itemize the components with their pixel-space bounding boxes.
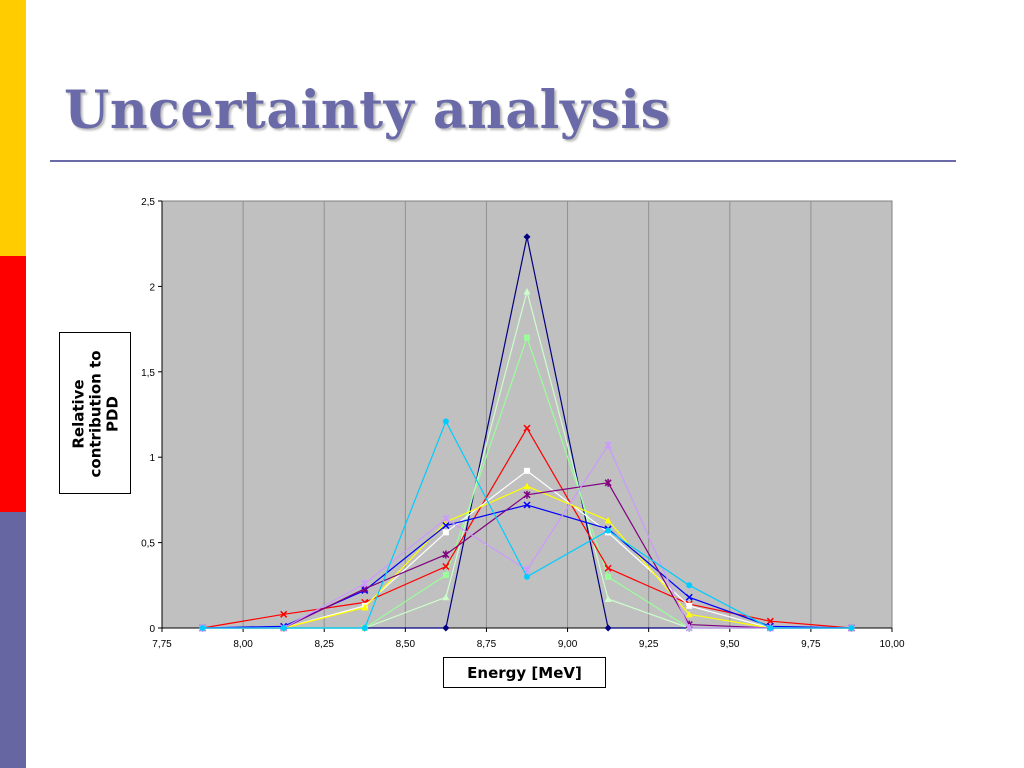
y-axis-label-box: Relative contribution to PDD xyxy=(59,332,131,494)
data-point xyxy=(604,516,612,524)
x-tick-label: 10,00 xyxy=(879,639,904,650)
y-tick-label: 0,5 xyxy=(141,539,155,550)
slide-title: Uncertainty analysis xyxy=(64,80,671,141)
data-point xyxy=(848,625,855,631)
y-tick-label: 1 xyxy=(149,453,155,464)
data-point xyxy=(199,625,206,631)
data-point xyxy=(442,562,450,571)
plot-area xyxy=(161,200,893,629)
data-point xyxy=(442,514,450,523)
data-point xyxy=(604,564,612,572)
data-point xyxy=(361,625,368,631)
data-point xyxy=(442,624,450,632)
data-point xyxy=(524,467,530,474)
x-tick-label: 8,75 xyxy=(477,639,497,650)
data-point xyxy=(685,624,693,632)
data-point xyxy=(604,441,612,450)
data-point xyxy=(685,593,693,601)
series-group xyxy=(199,233,855,632)
data-point xyxy=(523,482,531,490)
data-point xyxy=(442,593,450,601)
x-tick-label: 9,00 xyxy=(558,639,578,650)
grid-lines xyxy=(242,201,812,628)
data-point xyxy=(361,579,369,588)
data-point xyxy=(523,288,531,295)
data-point xyxy=(280,625,287,631)
sidebar-stripe-red xyxy=(0,256,26,512)
data-point xyxy=(442,521,450,530)
y-tick-label: 1,5 xyxy=(141,368,155,379)
y-tick-label: 2 xyxy=(149,282,155,293)
y-tick-label: 2,5 xyxy=(141,197,155,208)
data-point xyxy=(523,501,531,509)
data-point xyxy=(442,418,449,425)
data-point xyxy=(442,550,450,559)
data-point xyxy=(524,573,530,580)
data-point xyxy=(523,233,531,241)
x-axis-label: Energy [MeV] xyxy=(467,663,582,682)
x-tick-label: 9,75 xyxy=(801,639,821,650)
data-point xyxy=(523,424,531,432)
data-point xyxy=(361,604,369,611)
data-point xyxy=(280,610,288,618)
title-underline xyxy=(50,160,956,162)
y-tick-label: 0 xyxy=(149,624,155,635)
data-point xyxy=(686,602,693,609)
data-point xyxy=(442,529,449,536)
y-axis-label: Relative contribution to PDD xyxy=(69,350,122,478)
x-tick-label: 7,75 xyxy=(152,639,172,650)
x-tick-label: 8,00 xyxy=(233,639,253,650)
sidebar-stripe-yellow xyxy=(0,0,26,256)
x-tick-label: 9,25 xyxy=(639,639,659,650)
series-10 xyxy=(199,418,855,631)
data-point xyxy=(604,478,612,487)
x-axis-label-box: Energy [MeV] xyxy=(443,657,606,688)
data-point xyxy=(442,572,449,579)
data-point xyxy=(686,582,693,589)
x-tick-label: 8,25 xyxy=(314,639,334,650)
data-point xyxy=(766,617,774,625)
axes: 7,75 8,00 8,25 8,50 8,75 9,00 9,25 9,50 9,75 10,0… xyxy=(141,197,905,650)
x-tick-label: 8,50 xyxy=(396,639,416,650)
data-point xyxy=(604,595,612,602)
data-point xyxy=(605,527,612,534)
data-point xyxy=(604,624,612,632)
data-point xyxy=(523,490,531,499)
x-tick-label: 9,50 xyxy=(720,639,740,650)
data-point xyxy=(767,625,774,631)
sidebar-stripe-blue xyxy=(0,512,26,768)
data-point xyxy=(685,610,693,618)
data-point xyxy=(605,573,612,580)
data-point xyxy=(524,334,530,341)
